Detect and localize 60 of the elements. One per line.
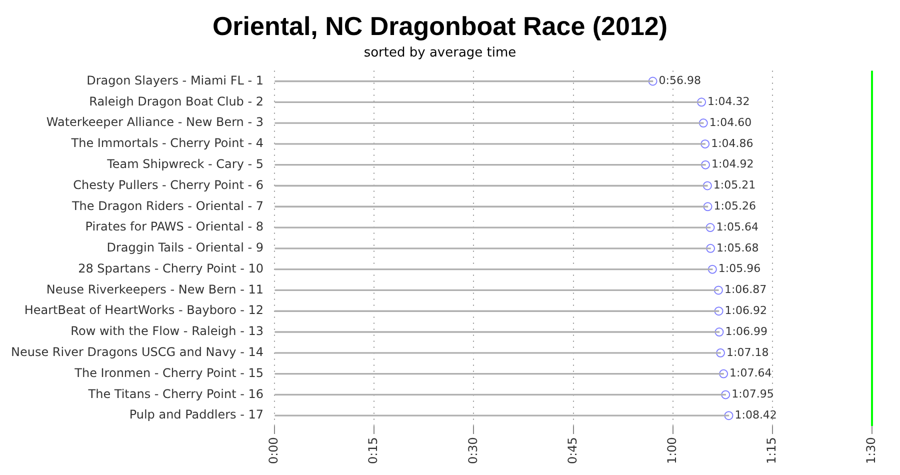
data-label: 1:04.32 xyxy=(708,95,750,108)
y-tick-label: The Immortals - Cherry Point - 4 xyxy=(70,136,264,150)
point xyxy=(716,348,726,358)
x-tick-label: 0:15 xyxy=(366,437,380,464)
data-label: 1:05.96 xyxy=(718,262,761,276)
data-label: 1:07.18 xyxy=(726,346,769,359)
x-tick-label: 1:30 xyxy=(864,437,878,464)
point xyxy=(702,181,712,190)
y-tick-label: Raleigh Dragon Boat Club - 2 xyxy=(89,94,264,108)
x-tick-label: 0:00 xyxy=(266,437,281,464)
point xyxy=(706,223,715,232)
data-label: 1:06.92 xyxy=(724,304,767,317)
point xyxy=(714,328,724,337)
data-label: 0:56.98 xyxy=(658,74,701,88)
y-tick-label: Pirates for PAWS - Oriental - 8 xyxy=(85,220,264,234)
point xyxy=(724,411,734,420)
data-label: 1:08.42 xyxy=(734,408,777,422)
point xyxy=(700,139,710,148)
y-tick-label: Team Shipwreck - Cary - 5 xyxy=(106,156,264,171)
y-tick-label: Neuse River Dragons USCG and Navy - 14 xyxy=(10,345,264,360)
y-tick-label: The Dragon Riders - Oriental - 7 xyxy=(70,198,264,213)
y-tick-label: HeartBeat of HeartWorks - Bayboro - 12 xyxy=(24,303,264,318)
data-label: 1:05.64 xyxy=(716,220,758,234)
y-tick-label: Row with the Flow - Raleigh - 13 xyxy=(70,324,264,338)
y-tick-label: Pulp and Paddlers - 17 xyxy=(129,408,264,422)
y-tick-label: Dragon Slayers - Miami FL - 1 xyxy=(86,73,264,88)
y-tick-label: Draggin Tails - Oriental - 9 xyxy=(106,240,264,255)
point xyxy=(703,202,712,212)
point xyxy=(719,369,728,378)
x-tick-label: 0:45 xyxy=(565,437,580,464)
point xyxy=(714,306,724,316)
point xyxy=(697,98,706,107)
y-tick-label: The Ironmen - Cherry Point - 15 xyxy=(74,366,264,380)
data-label: 1:04.86 xyxy=(711,136,754,150)
data-label: 1:04.60 xyxy=(709,116,752,129)
y-tick-label: Waterkeeper Alliance - New Bern - 3 xyxy=(46,115,264,130)
y-tick-label: Chesty Pullers - Cherry Point - 6 xyxy=(73,178,264,192)
chart-title: Oriental, NC Dragonboat Race (2012) xyxy=(212,10,668,41)
x-tick-label: 0:30 xyxy=(466,437,480,464)
data-label: 1:06.87 xyxy=(724,283,767,296)
point xyxy=(706,244,716,253)
data-label: 1:05.21 xyxy=(713,178,756,192)
data-label: 1:07.64 xyxy=(730,366,772,380)
chart-subtitle: sorted by average time xyxy=(364,45,516,60)
point xyxy=(714,286,723,295)
x-tick-label: 1:15 xyxy=(764,437,779,464)
x-tick-label: 1:00 xyxy=(664,437,679,464)
data-label: 1:07.95 xyxy=(732,388,774,401)
point xyxy=(701,160,710,170)
point xyxy=(648,76,658,86)
data-label: 1:05.68 xyxy=(716,241,759,254)
point xyxy=(721,390,730,400)
data-label: 1:06.99 xyxy=(725,324,768,338)
point xyxy=(708,264,717,274)
y-tick-label: 28 Spartans - Cherry Point - 10 xyxy=(78,261,264,276)
y-tick-label: The Titans - Cherry Point - 16 xyxy=(87,386,264,401)
point xyxy=(698,118,708,128)
data-label: 1:04.92 xyxy=(712,158,754,171)
y-tick-label: Neuse Riverkeepers - New Bern - 11 xyxy=(46,282,264,296)
data-label: 1:05.26 xyxy=(714,199,756,212)
